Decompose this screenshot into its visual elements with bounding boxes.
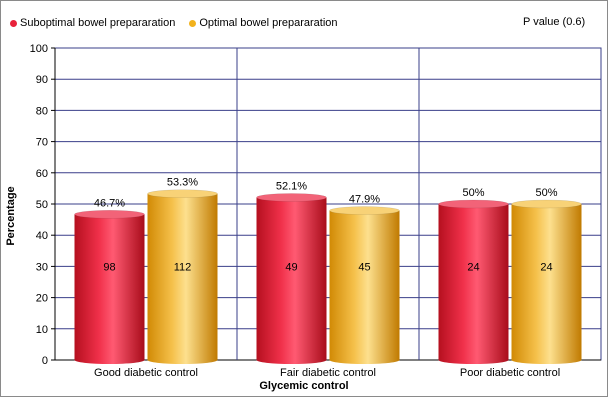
legend-item-optimal: Optimal bowel prepararation [189, 17, 338, 29]
bar [147, 193, 218, 360]
bar [438, 204, 509, 360]
y-tick-label: 30 [36, 261, 48, 273]
category-label: Fair diabetic control [280, 367, 376, 379]
labels-layer: 0 10 20 30 40 50 60 70 80 90 100 Good diabetic cont… [30, 43, 561, 379]
bar-count-label: 98 [103, 261, 115, 273]
category-label: Good diabetic control [94, 367, 198, 379]
bar-base [329, 356, 400, 364]
y-tick-label: 70 [36, 137, 48, 149]
bar-count-label: 49 [285, 261, 297, 273]
bar-count-label: 112 [174, 261, 192, 273]
bar-base [256, 356, 327, 364]
bar [511, 204, 582, 360]
bar-top [329, 206, 400, 215]
bar-base [438, 356, 509, 364]
legend-label-suboptimal: Suboptimal bowel prepararation [20, 17, 176, 29]
bar-value-label: 50% [462, 187, 484, 199]
y-tick-label: 50 [36, 199, 48, 211]
bar-count-label: 24 [540, 261, 552, 273]
bar-top [74, 210, 145, 219]
bar-count-label: 45 [358, 261, 370, 273]
grid-layer [51, 47, 602, 361]
bar-value-label: 53.3% [167, 177, 198, 189]
bar-value-label: 50% [535, 187, 557, 199]
bar [329, 210, 400, 360]
y-tick-label: 90 [36, 74, 48, 86]
bar-count-label: 24 [467, 261, 479, 273]
bar-top [147, 189, 218, 198]
y-tick-label: 40 [36, 230, 48, 242]
p-value-annotation: P value (0.6) [523, 16, 586, 28]
bar-base [147, 356, 218, 364]
y-tick-label: 80 [36, 105, 48, 117]
y-tick-label: 60 [36, 168, 48, 180]
legend: Suboptimal bowel prepararation Optimal b… [10, 17, 348, 29]
bar [256, 197, 327, 360]
legend-label-optimal: Optimal bowel prepararation [199, 17, 338, 29]
bar-top [511, 199, 582, 209]
bars-layer [74, 189, 582, 364]
y-tick-label: 20 [36, 293, 48, 305]
bar-value-label: 52.1% [276, 180, 307, 192]
legend-swatch-optimal [189, 19, 197, 27]
bar-top [256, 193, 327, 202]
bar [74, 214, 145, 360]
bar-base [74, 356, 145, 364]
x-axis-label: Glycemic control [259, 380, 349, 392]
category-label: Poor diabetic control [460, 367, 560, 379]
y-tick-label: 0 [42, 355, 48, 367]
bar-top [438, 199, 509, 209]
y-tick-label: 10 [36, 324, 48, 336]
bar-value-label: 47.9% [349, 194, 380, 206]
bar-base [511, 356, 582, 364]
legend-item-suboptimal: Suboptimal bowel prepararation [10, 17, 175, 29]
legend-swatch-suboptimal [10, 19, 17, 27]
bar-value-label: 46.7% [94, 197, 125, 209]
y-tick-label: 100 [30, 43, 48, 55]
